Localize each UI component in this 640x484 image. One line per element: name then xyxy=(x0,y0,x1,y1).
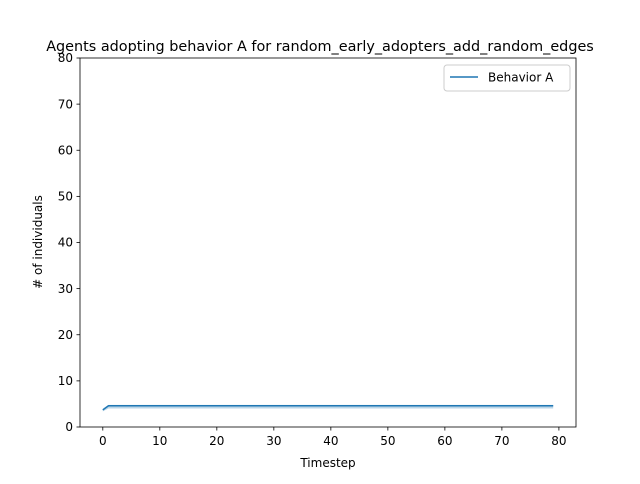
y-tick-label: 20 xyxy=(58,328,73,342)
x-axis-label: Timestep xyxy=(299,456,355,470)
y-tick-label: 30 xyxy=(58,282,73,296)
x-tick-label: 30 xyxy=(266,434,281,448)
legend-label-behavior-a: Behavior A xyxy=(488,71,554,85)
x-tick-label: 50 xyxy=(380,434,395,448)
y-axis: 0 10 20 30 40 50 60 70 80 xyxy=(58,51,80,434)
y-tick-label: 80 xyxy=(58,51,73,65)
x-tick-label: 80 xyxy=(551,434,566,448)
y-tick-label: 40 xyxy=(58,236,73,250)
chart-title: Agents adopting behavior A for random_ea… xyxy=(46,39,594,55)
y-tick-label: 60 xyxy=(58,143,73,157)
x-tick-label: 20 xyxy=(209,434,224,448)
x-tick-label: 60 xyxy=(437,434,452,448)
legend: Behavior A xyxy=(443,64,571,92)
x-tick-label: 0 xyxy=(99,434,107,448)
y-tick-label: 50 xyxy=(58,190,73,204)
x-tick-label: 40 xyxy=(323,434,338,448)
series-line-behavior-a xyxy=(102,405,554,411)
y-axis-label: # of individuals xyxy=(31,195,45,289)
y-tick-label: 0 xyxy=(65,420,73,434)
y-tick-label: 70 xyxy=(58,97,73,111)
y-tick-label: 10 xyxy=(58,374,73,388)
x-tick-label: 10 xyxy=(152,434,167,448)
x-tick-label: 70 xyxy=(494,434,509,448)
legend-frame xyxy=(443,64,571,92)
x-axis: 0 10 20 30 40 50 60 70 80 xyxy=(99,427,567,448)
